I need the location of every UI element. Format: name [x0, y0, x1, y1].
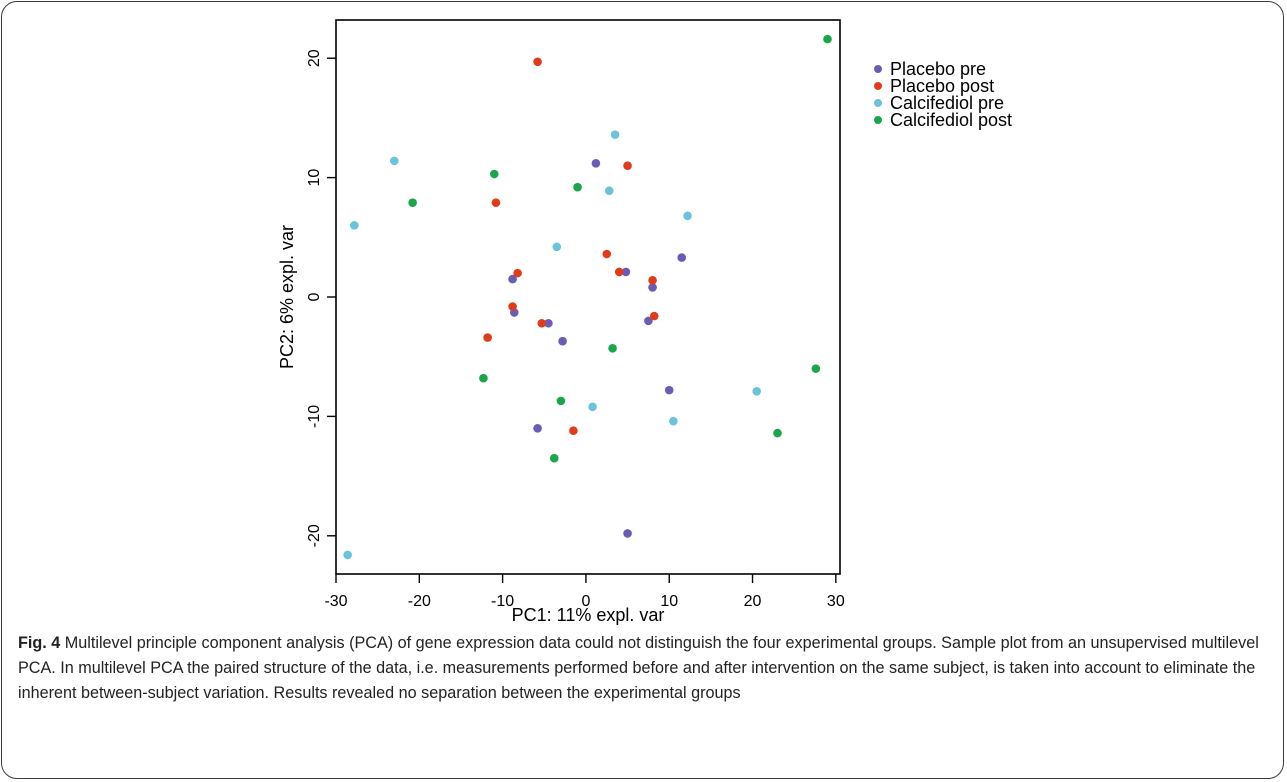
data-point — [513, 268, 522, 278]
data-point — [537, 318, 547, 328]
y-tick-label: 10 — [306, 169, 323, 187]
x-tick-label: 30 — [827, 593, 845, 610]
data-point — [610, 130, 620, 139]
legend-marker — [874, 82, 882, 90]
data-point — [683, 211, 692, 221]
scatter-chart: -30 -20 -10 0 10 20 30 -20 -10 0 10 20 PC1: 11% ex… — [277, 19, 1012, 625]
data-point — [602, 249, 612, 259]
data-point — [773, 428, 782, 438]
data-point — [588, 402, 597, 412]
x-tick-label: 0 — [581, 593, 590, 610]
data-point — [556, 396, 566, 406]
data-point — [552, 242, 562, 252]
data-point — [648, 283, 657, 292]
data-point — [343, 550, 352, 560]
data-points — [343, 34, 832, 560]
data-point — [608, 344, 617, 353]
data-point — [623, 161, 632, 170]
legend-marker — [874, 65, 882, 73]
legend-label: Placebo post — [890, 76, 994, 96]
data-point — [508, 302, 517, 311]
x-axis: -30 -20 -10 0 10 20 30 — [324, 574, 845, 610]
x-tick-label: -30 — [324, 593, 347, 610]
data-point — [649, 311, 659, 321]
data-point — [677, 253, 687, 262]
y-tick-label: -20 — [306, 524, 323, 547]
y-tick-label: -10 — [306, 405, 323, 428]
y-axis-label: PC2: 6% expl. var — [277, 225, 297, 369]
data-point — [648, 275, 657, 285]
data-point — [408, 198, 417, 207]
data-point — [669, 416, 678, 426]
data-point — [483, 333, 492, 342]
data-point — [614, 267, 624, 277]
legend-marker — [874, 99, 882, 107]
data-point — [558, 336, 567, 346]
data-point — [604, 186, 614, 196]
data-point — [621, 267, 631, 277]
data-point — [350, 221, 359, 230]
figure-label: Fig. 4 — [18, 634, 61, 652]
legend-marker — [874, 116, 882, 124]
series-1 — [508, 158, 687, 538]
data-point — [533, 57, 542, 67]
plot-box — [335, 19, 841, 575]
legend-label: Calcifediol post — [890, 110, 1012, 130]
series-2 — [483, 57, 659, 436]
data-point — [623, 529, 632, 538]
x-tick-label: 20 — [744, 593, 762, 610]
data-point — [491, 198, 501, 207]
legend-label: Placebo pre — [890, 59, 986, 79]
x-tick-label: 10 — [660, 593, 678, 610]
x-tick-label: -20 — [408, 593, 431, 610]
data-point — [664, 385, 674, 395]
data-point — [479, 373, 488, 383]
data-point — [811, 364, 821, 373]
data-point — [591, 158, 601, 168]
data-point — [390, 156, 399, 166]
y-axis: -20 -10 0 10 20 — [306, 49, 336, 547]
figure-caption: Fig. 4 Multilevel principle component an… — [18, 631, 1273, 706]
x-tick-label: -10 — [491, 593, 514, 610]
y-tick-label: 20 — [306, 49, 323, 67]
series-4 — [408, 34, 832, 463]
caption-text: Multilevel principle component analysis … — [18, 634, 1259, 702]
data-point — [489, 169, 499, 179]
x-axis-label: PC1: 11% expl. var — [512, 605, 665, 625]
legend-label: Calcifediol pre — [890, 93, 1004, 113]
series-3 — [343, 130, 761, 560]
data-point — [544, 318, 553, 328]
data-point — [644, 316, 653, 326]
y-tick-label: 0 — [306, 292, 323, 301]
data-point — [533, 424, 542, 433]
data-point — [823, 34, 832, 44]
data-point — [508, 274, 517, 284]
data-point — [573, 182, 582, 192]
data-point — [549, 453, 559, 463]
data-point — [569, 426, 578, 436]
data-point — [752, 387, 761, 396]
